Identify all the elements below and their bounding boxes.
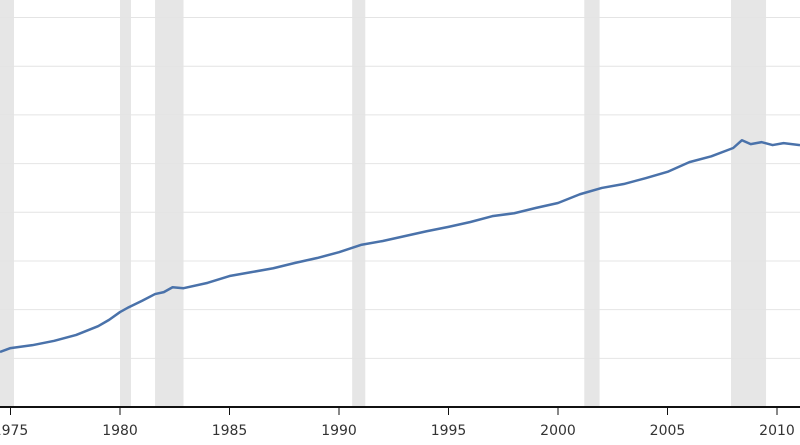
- recession-band: [155, 0, 184, 407]
- x-tick-label: 2000: [540, 423, 576, 439]
- x-tick-label: 2010: [759, 423, 795, 439]
- data-line: [0, 138, 800, 354]
- x-tick-label: 1975: [0, 423, 28, 439]
- recession-band: [120, 0, 131, 407]
- x-tick-label: 1980: [102, 423, 138, 439]
- x-tick-label: 1995: [431, 423, 467, 439]
- recession-band: [584, 0, 600, 407]
- x-tick-label: 1990: [321, 423, 357, 439]
- recession-band: [352, 0, 366, 407]
- x-tick-label: 1985: [212, 423, 248, 439]
- recession-band: [0, 0, 15, 407]
- recession-band: [731, 0, 767, 407]
- x-tick-label: 2005: [650, 423, 686, 439]
